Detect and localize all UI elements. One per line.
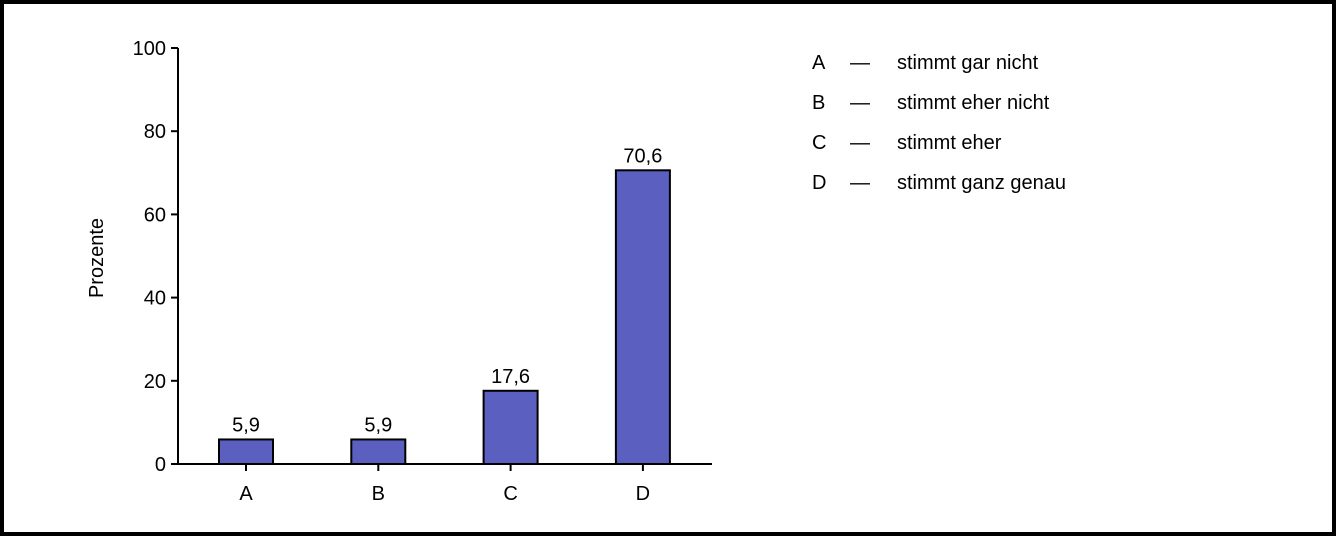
legend-key: B [812, 92, 825, 114]
legend-item: C — stimmt eher [812, 132, 1002, 154]
bar-a [218, 438, 274, 465]
data-label: 5,9 [232, 414, 260, 436]
legend-label: stimmt ganz genau [897, 172, 1066, 194]
x-tick-label: C [503, 483, 517, 505]
bar-c [482, 389, 539, 465]
legend-label: stimmt gar nicht [897, 52, 1039, 74]
bar-d [614, 169, 671, 466]
data-label: 70,6 [623, 145, 662, 167]
legend-dash: — [850, 172, 870, 194]
y-tick-label: 0 [155, 454, 166, 476]
legend: A — stimmt gar nicht B — stimmt eher nicht C — s… [812, 52, 1066, 194]
legend-item: D — stimmt ganz genau [812, 172, 1066, 194]
y-tick-label: 100 [133, 38, 166, 60]
legend-dash: — [850, 132, 870, 154]
x-tick-label: B [372, 483, 385, 505]
y-axis-title: Prozente [86, 218, 108, 298]
x-tick-label: A [239, 483, 253, 505]
legend-key: C [812, 132, 826, 154]
legend-key: A [812, 52, 826, 74]
data-label: 5,9 [364, 414, 392, 436]
legend-label: stimmt eher nicht [897, 92, 1050, 114]
legend-item: B — stimmt eher nicht [812, 92, 1050, 114]
y-tick-label: 40 [144, 288, 166, 310]
legend-dash: — [850, 52, 870, 74]
legend-item: A — stimmt gar nicht [812, 52, 1039, 74]
y-tick-label: 80 [144, 121, 166, 143]
legend-key: D [812, 172, 826, 194]
bar-b [350, 438, 407, 465]
data-label: 17,6 [491, 366, 530, 388]
y-tick-label: 60 [144, 204, 166, 226]
data-labels: 5,9 5,9 17,6 70,6 [232, 145, 662, 436]
bars [218, 169, 671, 466]
legend-label: stimmt eher [897, 132, 1002, 154]
x-tick-label: D [636, 483, 650, 505]
y-tick-label: 20 [144, 371, 166, 393]
legend-dash: — [850, 92, 870, 114]
